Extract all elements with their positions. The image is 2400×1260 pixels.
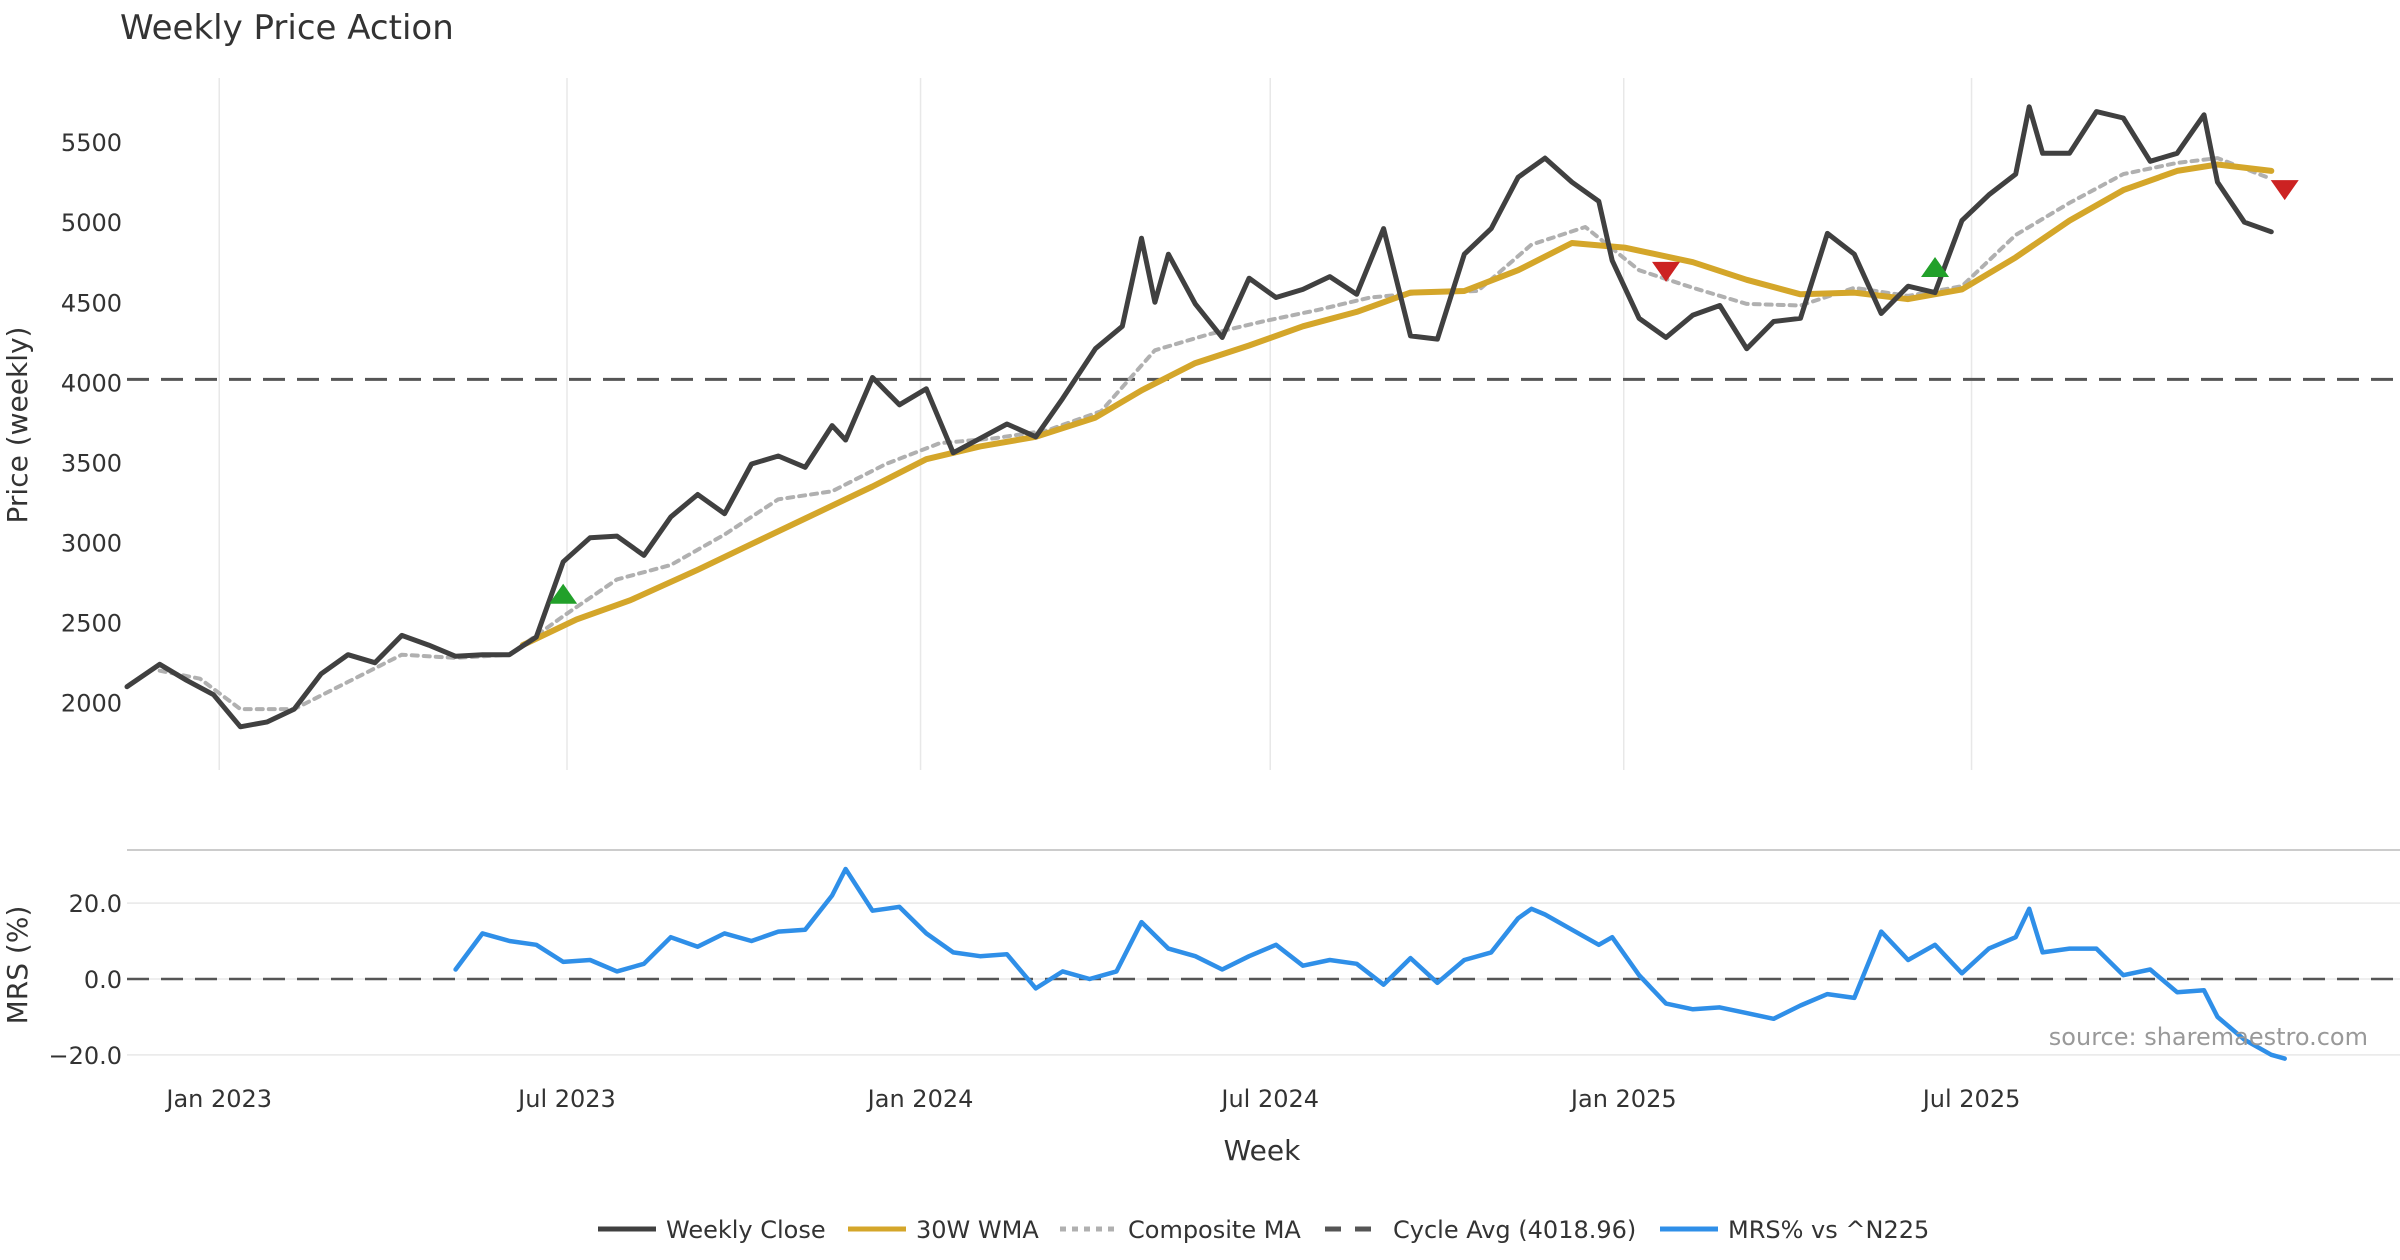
legend-label: MRS% vs ^N225	[1728, 1216, 1929, 1244]
x-tick-label: Jan 2023	[164, 1085, 272, 1113]
sell-signal-marker	[2270, 180, 2299, 201]
buy-signal-marker	[549, 583, 578, 604]
x-axis-label: Week	[1224, 1134, 1301, 1167]
weekly-close-line	[124, 104, 2274, 730]
price-panel: 2000 2500 3000 3500 4000 4500 5000 5500 Price (…	[1, 78, 2400, 770]
legend-label: 30W WMA	[916, 1216, 1039, 1244]
sell-signal-marker	[1652, 261, 1681, 282]
price-y-tick-label: 3000	[61, 530, 122, 558]
x-tick-label: Jan 2025	[1569, 1085, 1677, 1113]
price-y-tick-label: 3500	[61, 449, 122, 477]
x-tick-label: Jul 2024	[1219, 1085, 1319, 1113]
x-tick-label: Jul 2023	[516, 1085, 616, 1113]
mrs-line	[453, 866, 2287, 1061]
price-y-tick-label: 4000	[61, 369, 122, 397]
price-y-ticks: 2000 2500 3000 3500 4000 4500 5000 5500	[61, 129, 122, 718]
signal-markers	[549, 180, 2299, 604]
mrs-y-tick-label: 20.0	[69, 890, 122, 918]
mrs-y-ticks: 20.0 0.0 −20.0	[48, 890, 122, 1070]
legend-label: Composite MA	[1128, 1216, 1301, 1244]
mrs-y-tick-label: 0.0	[84, 966, 122, 994]
x-ticks: Jan 2023 Jul 2023 Jan 2024 Jul 2024 Jan 2025…	[164, 1085, 2020, 1113]
price-series	[124, 104, 2275, 730]
mrs-panel: 20.0 0.0 −20.0 MRS (%) source: sharemaestr…	[1, 866, 2400, 1070]
price-grid	[218, 78, 1973, 770]
price-y-tick-label: 2000	[61, 690, 122, 718]
mrs-series	[453, 866, 2287, 1061]
chart-title: Weekly Price Action	[120, 8, 454, 48]
source-annotation: source: sharemaestro.com	[2049, 1023, 2368, 1051]
price-y-tick-label: 5000	[61, 209, 122, 237]
buy-signal-marker	[1921, 257, 1950, 278]
mrs-y-axis-label: MRS (%)	[1, 906, 34, 1025]
price-y-tick-label: 2500	[61, 610, 122, 638]
wma-30w-line	[519, 161, 2275, 649]
x-tick-label: Jan 2024	[866, 1085, 974, 1113]
x-tick-label: Jul 2025	[1921, 1085, 2021, 1113]
legend-label: Cycle Avg (4018.96)	[1393, 1216, 1636, 1244]
mrs-y-tick-label: −20.0	[48, 1042, 122, 1070]
price-y-axis-label: Price (weekly)	[1, 327, 34, 524]
price-y-tick-label: 4500	[61, 289, 122, 317]
legend-label: Weekly Close	[666, 1216, 826, 1244]
legend: Weekly Close 30W WMA Composite MA Cycle Avg…	[598, 1216, 1929, 1244]
price-y-tick-label: 5500	[61, 129, 122, 157]
